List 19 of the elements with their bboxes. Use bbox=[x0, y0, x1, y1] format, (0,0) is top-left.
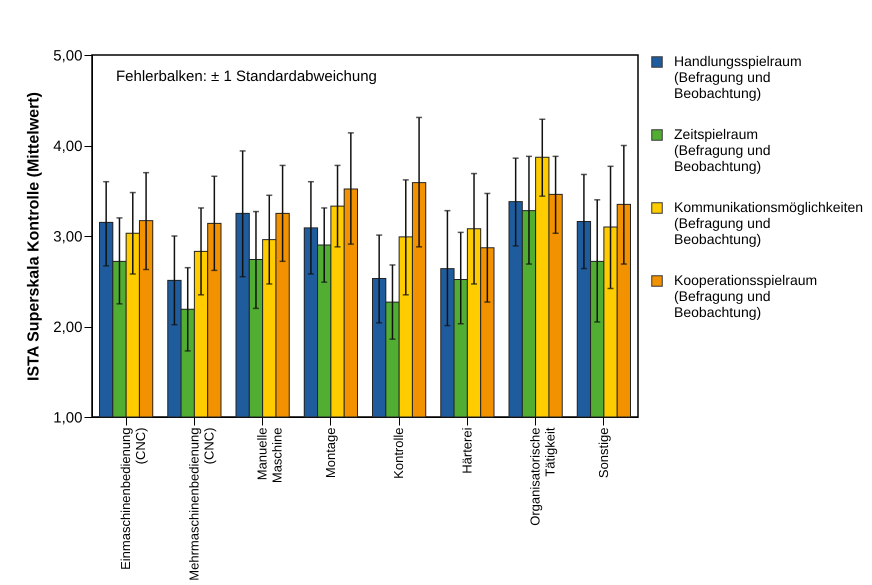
x-tick-label: Sonstige bbox=[596, 428, 611, 478]
legend-label: Zeitspielraum (Befragung und Beobachtung) bbox=[674, 126, 771, 174]
x-tick-label: Organisatorische Tätigkeit bbox=[528, 427, 558, 526]
annotation: Fehlerbalken: ± 1 Standardabweichung bbox=[116, 68, 377, 85]
y-tick-label: 5,00 bbox=[53, 48, 82, 64]
y-tick-label: 4,00 bbox=[53, 138, 82, 155]
x-tick-label: Kontrolle bbox=[391, 428, 406, 479]
y-tick-label: 1,00 bbox=[53, 410, 82, 426]
x-tick-label: Manuelle Maschine bbox=[254, 428, 285, 484]
legend-label: Handlungsspielraum (Befragung und Beobachtung) bbox=[674, 53, 802, 101]
x-tick-label: Montage bbox=[322, 428, 338, 478]
y-tick-label: 2,00 bbox=[53, 319, 82, 336]
y-axis-title: ISTA Superskala Kontrolle (Mittelwert) bbox=[25, 92, 42, 381]
legend-label: Kooperationsspielraum (Befragung und Beobachtung) bbox=[674, 272, 818, 320]
x-tick-label: Mehrmaschinenbedienung (CNC) bbox=[186, 428, 216, 581]
x-tick-label: Einmaschinenbedienung (CNC) bbox=[118, 428, 148, 570]
x-tick-label: Härterei bbox=[459, 427, 474, 474]
y-tick-label: 3,00 bbox=[53, 228, 82, 246]
legend-label: Kommunikationsmöglichkeiten (Befragung und Beobachtung) bbox=[674, 199, 864, 247]
